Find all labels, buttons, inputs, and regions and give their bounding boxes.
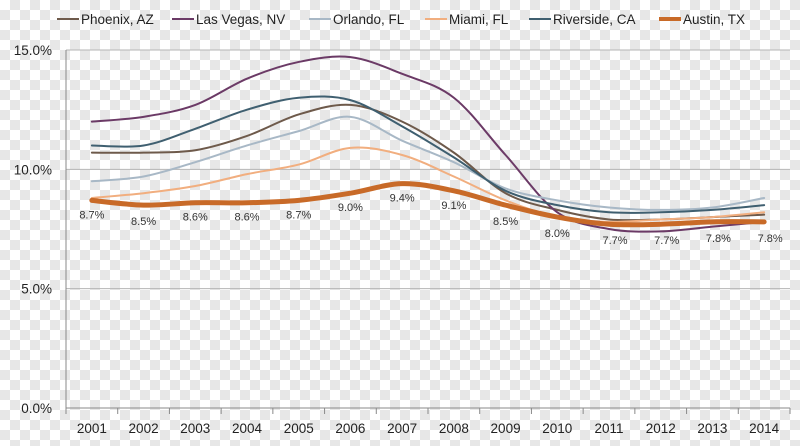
data-label: 8.7% bbox=[286, 209, 311, 221]
data-label: 8.5% bbox=[493, 216, 518, 228]
y-tick-label: 0.0% bbox=[21, 401, 52, 416]
series-lines bbox=[89, 55, 767, 233]
x-tick-label: 2007 bbox=[387, 421, 417, 436]
axes: 0.0% 5.0% 10.0% 15.0% 2001 2002 2003 2004 2005 20… bbox=[14, 43, 791, 436]
legend-label-riverside-ca: Riverside, CA bbox=[553, 12, 636, 27]
x-tick-label: 2011 bbox=[594, 421, 623, 436]
series-line-miami-fl bbox=[90, 146, 766, 223]
x-tick-label: 2008 bbox=[439, 421, 469, 436]
x-tick-label: 2013 bbox=[697, 421, 727, 436]
gridlines bbox=[66, 49, 790, 290]
data-label: 8.6% bbox=[183, 212, 208, 224]
x-tick-label: 2012 bbox=[646, 421, 676, 436]
data-label: 7.7% bbox=[602, 235, 627, 247]
legend-label-orlando-fl: Orlando, FL bbox=[333, 12, 405, 27]
data-label: 7.8% bbox=[758, 233, 783, 245]
x-tick-label: 2010 bbox=[542, 421, 572, 436]
data-label: 9.1% bbox=[441, 200, 466, 212]
series-line-las-vegas-nv bbox=[90, 55, 766, 233]
series-line-austin-tx bbox=[89, 181, 767, 228]
y-tick-label: 5.0% bbox=[21, 282, 52, 297]
data-label: 7.7% bbox=[654, 235, 679, 247]
legend-label-las-vegas-nv: Las Vegas, NV bbox=[196, 12, 285, 27]
legend: Phoenix, AZ Las Vegas, NV Orlando, FL Miami… bbox=[57, 12, 745, 27]
data-label: 9.0% bbox=[338, 202, 363, 214]
x-tick-label: 2001 bbox=[77, 421, 107, 436]
legend-label-austin-tx: Austin, TX bbox=[683, 12, 745, 27]
x-tick-label: 2014 bbox=[749, 421, 780, 436]
data-label: 8.5% bbox=[131, 216, 156, 228]
data-label: 8.0% bbox=[545, 228, 570, 240]
data-label: 8.7% bbox=[79, 209, 104, 221]
x-tick-label: 2004 bbox=[232, 421, 263, 436]
x-tick-label: 2006 bbox=[335, 421, 365, 436]
data-labels: 8.7% 8.5% 8.6% 8.6% 8.7% 9.0% 9.4% 9.1% 8.5% 8.0%… bbox=[79, 193, 783, 248]
y-tick-label: 15.0% bbox=[14, 43, 52, 58]
x-tick-label: 2002 bbox=[129, 421, 159, 436]
legend-label-miami-fl: Miami, FL bbox=[449, 12, 509, 27]
data-label: 9.4% bbox=[390, 193, 415, 205]
legend-label-phoenix-az: Phoenix, AZ bbox=[81, 12, 154, 27]
x-tick-label: 2005 bbox=[284, 421, 314, 436]
data-label: 8.6% bbox=[234, 212, 259, 224]
series-line-riverside-ca bbox=[90, 95, 766, 214]
series-line-orlando-fl bbox=[90, 115, 766, 211]
x-tick-label: 2009 bbox=[491, 421, 521, 436]
y-tick-label: 10.0% bbox=[14, 162, 52, 177]
data-label: 7.8% bbox=[706, 233, 731, 245]
x-tick-label: 2003 bbox=[180, 421, 210, 436]
